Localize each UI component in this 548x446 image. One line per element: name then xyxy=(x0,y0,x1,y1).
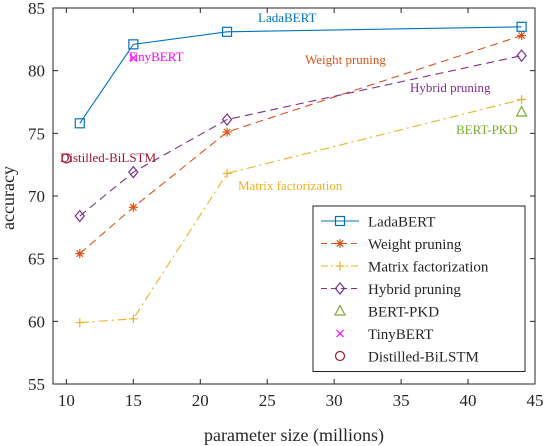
y-tick-label: 70 xyxy=(28,187,45,206)
annotations-layer: LadaBERT TinyBERT Weight pruning Hybrid pru… xyxy=(60,10,518,193)
legend-entry-bert-pkd: BERT-PKD xyxy=(334,304,439,321)
y-tick-label: 65 xyxy=(28,250,45,269)
legend-label-distilled-bilstm: Distilled-BiLSTM xyxy=(368,350,479,366)
legend-entry-weight-pruning: Weight pruning xyxy=(321,237,462,253)
annotation-bert-pkd: BERT-PKD xyxy=(456,122,518,137)
series-ladabert xyxy=(74,21,527,129)
data-point-hybrid-pruning xyxy=(128,165,139,179)
annotation-weight-pruning: Weight pruning xyxy=(305,52,386,67)
data-point-ladabert xyxy=(128,39,139,50)
data-point-matrix-factorization xyxy=(222,168,232,178)
x-tick-label: 10 xyxy=(58,391,75,410)
series-weight-pruning xyxy=(75,31,527,259)
x-tick-label: 15 xyxy=(125,391,142,410)
annotation-matrix-factorization: Matrix factorization xyxy=(238,178,343,193)
data-point-weight-pruning xyxy=(75,249,85,259)
series-matrix-factorization xyxy=(75,94,527,328)
annotation-tinybert: TinyBERT xyxy=(127,49,184,64)
y-tick-label: 55 xyxy=(28,375,45,394)
legend-marker-matrix-factorization xyxy=(335,261,345,271)
series-line-matrix-factorization xyxy=(79,98,522,324)
y-tick-label: 80 xyxy=(28,62,45,81)
legend-label-tinybert: TinyBERT xyxy=(368,327,433,343)
x-tick-label: 25 xyxy=(259,391,276,410)
legend-marker-hybrid-pruning xyxy=(334,282,346,295)
series-hybrid-pruning xyxy=(74,49,527,223)
y-axis-label: accuracy xyxy=(0,166,18,230)
legend-label-ladabert: LadaBERT xyxy=(368,215,435,231)
legend-marker-distilled-bilstm xyxy=(334,350,346,362)
series-tinybert xyxy=(129,54,138,63)
x-tick-label: 40 xyxy=(460,391,477,410)
series-line-weight-pruning xyxy=(79,35,522,255)
data-point-weight-pruning xyxy=(517,31,527,41)
legend-label-weight-pruning: Weight pruning xyxy=(368,237,462,253)
x-tick-label: 30 xyxy=(326,391,343,410)
data-point-distilled-bilstm xyxy=(61,153,72,164)
data-point-matrix-factorization xyxy=(517,94,527,104)
legend-label-bert-pkd: BERT-PKD xyxy=(368,305,439,321)
data-point-hybrid-pruning xyxy=(516,49,527,63)
legend-marker-tinybert xyxy=(336,329,344,338)
data-point-ladabert xyxy=(74,118,85,129)
legend-marker-weight-pruning xyxy=(335,239,345,248)
series-bert-pkd xyxy=(515,105,528,117)
legend-entry-distilled-bilstm: Distilled-BiLSTM xyxy=(334,350,479,366)
series-line-hybrid-pruning xyxy=(79,55,522,217)
data-point-tinybert xyxy=(129,54,138,63)
data-point-hybrid-pruning xyxy=(221,113,233,126)
annotation-ladabert: LadaBERT xyxy=(258,10,316,25)
y-tick-label: 75 xyxy=(28,124,45,143)
legend-marker-ladabert xyxy=(334,215,346,227)
legend: LadaBERT Weight pruning Matrix factorizati… xyxy=(312,205,526,372)
legend-label-matrix-factorization: Matrix factorization xyxy=(368,260,489,276)
annotation-hybrid-pruning: Hybrid pruning xyxy=(410,80,491,95)
data-point-ladabert xyxy=(221,26,233,37)
legend-marker-bert-pkd xyxy=(334,304,346,316)
legend-label-hybrid-pruning: Hybrid pruning xyxy=(368,282,461,298)
x-tick-label: 45 xyxy=(527,391,544,410)
legend-box xyxy=(312,205,526,372)
data-point-matrix-factorization xyxy=(128,314,138,324)
y-tick-label: 85 xyxy=(28,0,45,18)
legend-entry-tinybert: TinyBERT xyxy=(336,327,433,343)
data-point-matrix-factorization xyxy=(75,318,85,328)
data-point-weight-pruning xyxy=(128,202,138,212)
series-distilled-bilstm xyxy=(61,153,72,164)
series-line-ladabert xyxy=(79,26,522,124)
x-axis-label: parameter size (millions) xyxy=(204,425,384,446)
legend-entry-matrix-factorization: Matrix factorization xyxy=(321,260,489,276)
axis-ticks: 10 15 20 25 30 35 40 45 55 60 65 70 75 80 85 xyxy=(28,0,544,410)
series-layer xyxy=(61,21,528,328)
data-point-weight-pruning xyxy=(222,127,232,137)
y-tick-label: 60 xyxy=(28,312,45,331)
x-tick-label: 35 xyxy=(393,391,410,410)
x-tick-label: 20 xyxy=(192,391,209,410)
data-point-bert-pkd xyxy=(515,105,528,117)
legend-entry-hybrid-pruning: Hybrid pruning xyxy=(321,282,461,298)
legend-entry-ladabert: LadaBERT xyxy=(321,215,435,231)
annotation-distilled-bilstm: Distilled-BiLSTM xyxy=(60,150,157,165)
data-point-hybrid-pruning xyxy=(74,209,86,223)
